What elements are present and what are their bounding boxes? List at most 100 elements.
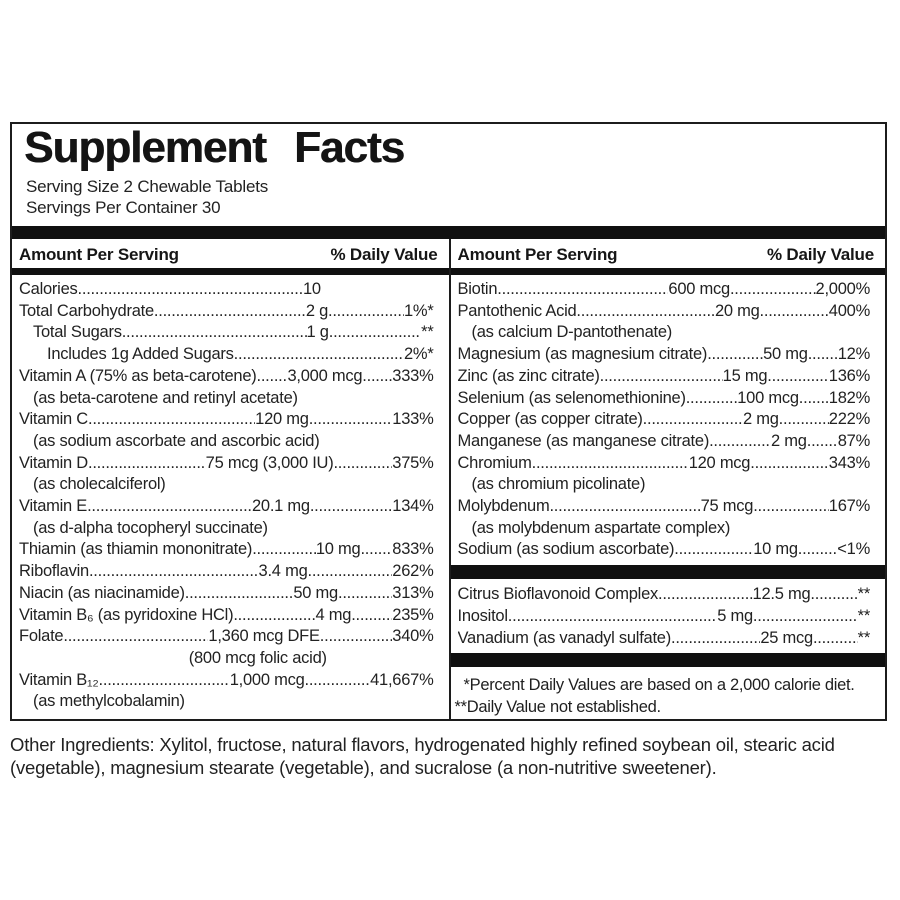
nutrient-source-note: (as beta-carotene and retinyl acetate)	[33, 388, 298, 407]
nutrient-row: Folate..................................…	[12, 626, 449, 648]
nutrient-daily-value: **	[857, 606, 871, 625]
nutrient-amount: 2 mg	[771, 431, 807, 450]
nutrient-row: Includes 1g Added Sugars................…	[12, 344, 449, 366]
header-underline-bar	[12, 268, 449, 275]
nutrient-amount: 3.4 mg	[258, 562, 308, 581]
nutrient-amount: 20.1 mg	[251, 497, 310, 516]
left-column-header: Amount Per Serving % Daily Value	[12, 239, 449, 268]
dot-leader: ........................................…	[307, 562, 393, 581]
dot-leader: ........................................…	[759, 301, 829, 320]
nutrient-amount: 75 mcg (3,000 IU)	[205, 453, 334, 472]
header-underline-bar	[450, 268, 885, 275]
nutrient-amount: 50 mg	[293, 583, 338, 602]
nutrient-source-note: (as molybdenum aspartate complex)	[471, 518, 731, 537]
nutrient-daily-value: 313%	[392, 583, 434, 602]
dot-leader: ........................................…	[328, 301, 404, 320]
nutrient-daily-value: **	[421, 323, 434, 342]
dot-leader: ........................................…	[531, 453, 689, 472]
nutrient-name: Sodium (as sodium ascorbate)	[457, 540, 675, 559]
dot-leader: ........................................…	[658, 585, 753, 604]
nutrient-row: Calories................................…	[12, 279, 449, 301]
nutrient-amount: 75 mcg	[700, 497, 754, 516]
dot-leader: ........................................…	[685, 388, 738, 407]
nutrient-daily-value: 182%	[828, 388, 870, 407]
nutrient-row: Citrus Bioflavonoid Complex.............…	[451, 584, 886, 606]
nutrient-name: Molybdenum	[457, 497, 550, 516]
nutrient-amount: 1,000 mcg	[229, 670, 305, 689]
nutrient-daily-value: <1%	[837, 540, 870, 559]
nutrient-row: Riboflavin..............................…	[12, 561, 449, 583]
dot-leader: ........................................…	[810, 585, 857, 604]
nutrient-row: Vanadium (as vanadyl sulfate)...........…	[451, 628, 886, 650]
nutrient-daily-value: 41,667%	[370, 670, 434, 689]
nutrient-amount: 2 g	[305, 301, 329, 320]
nutrient-row: Inositol................................…	[451, 606, 886, 628]
panel-title: Supplement Facts	[24, 123, 405, 172]
dot-leader: ........................................…	[328, 323, 421, 342]
dot-leader: ........................................…	[753, 497, 829, 516]
dot-leader: ........................................…	[87, 453, 206, 472]
nutrient-row: Biotin..................................…	[451, 279, 886, 301]
nutrient-amount: 100 mcg	[737, 388, 799, 407]
nutrient-name: Vitamin D	[19, 453, 88, 472]
nutrient-amount: 25 mcg	[760, 628, 813, 647]
nutrient-row: Vitamin C...............................…	[12, 409, 449, 431]
dot-leader: ........................................…	[767, 366, 829, 385]
dot-leader: ........................................…	[87, 497, 252, 516]
nutrient-name: Vitamin E	[19, 497, 88, 516]
footnotes: *Percent Daily Values are based on a 2,0…	[451, 675, 886, 718]
nutrient-row: Sodium (as sodium ascorbate)............…	[451, 539, 886, 561]
dot-leader: ........................................…	[674, 540, 754, 559]
nutrient-daily-value: 222%	[828, 410, 870, 429]
nutrient-amount: 600 mcg	[668, 280, 730, 298]
nutrient-row: Manganese (as manganese citrate)........…	[451, 431, 886, 453]
dot-leader: ........................................…	[333, 453, 392, 472]
nutrient-source-note: (as sodium ascorbate and ascorbic acid)	[33, 431, 320, 450]
daily-value-label: % Daily Value	[330, 245, 438, 264]
nutrient-source-note: (as chromium picolinate)	[471, 475, 646, 494]
dot-leader: ........................................…	[806, 431, 838, 450]
nutrient-amount: 10	[302, 280, 321, 298]
nutrient-name: Magnesium (as magnesium citrate)	[457, 345, 708, 364]
nutrient-daily-value: 235%	[392, 605, 434, 624]
nutrient-daily-value: 340%	[392, 627, 434, 646]
dot-leader: ........................................…	[497, 280, 669, 298]
nutrient-daily-value: 2%*	[403, 345, 434, 364]
dot-leader: ........................................…	[351, 605, 393, 624]
nutrient-amount: 1,360 mcg DFE	[208, 627, 320, 646]
nutrient-daily-value: 333%	[392, 366, 434, 385]
nutrient-source-note: (800 mcg folic acid)	[188, 648, 327, 667]
nutrient-daily-value: 136%	[828, 366, 870, 385]
nutrient-source-note: (as calcium D-pantothenate)	[471, 323, 673, 342]
nutrient-name: Vanadium (as vanadyl sulfate)	[457, 628, 671, 647]
dot-leader: ........................................…	[360, 540, 392, 559]
nutrient-amount: 2 mg	[742, 410, 779, 429]
dot-leader: ........................................…	[599, 366, 723, 385]
right-column: Amount Per Serving % Daily Value Biotin.…	[448, 239, 886, 719]
nutrient-name: Calories	[19, 280, 78, 298]
nutrient-row: Vitamin B₆ (as pyridoxine HCl)..........…	[12, 605, 449, 627]
footnote-dv-basis: *Percent Daily Values are based on a 2,0…	[463, 676, 855, 695]
daily-value-label: % Daily Value	[766, 245, 874, 264]
dot-leader: ........................................…	[233, 605, 316, 624]
nutrient-amount: 5 mg	[717, 606, 753, 625]
nutrient-name: Biotin	[457, 280, 498, 298]
dot-leader: ........................................…	[362, 366, 393, 385]
dot-leader: ........................................…	[319, 627, 393, 646]
nutrient-name: Inositol	[457, 606, 508, 625]
nutrient-amount: 4 mg	[315, 605, 352, 624]
dot-leader: ........................................…	[549, 497, 701, 516]
dot-leader: ........................................…	[87, 410, 256, 429]
dot-leader: ........................................…	[670, 628, 760, 647]
nutrient-amount: 12.5 mg	[752, 585, 811, 604]
nutrient-row: Vitamin B₁₂.............................…	[12, 670, 449, 692]
supplement-facts-panel: Supplement Facts Serving Size 2 Chewable…	[10, 122, 887, 721]
nutrient-name: Vitamin B₁₂	[19, 670, 99, 689]
other-ingredients: Other Ingredients: Xylitol, fructose, na…	[10, 734, 835, 778]
dot-leader: ........................................…	[121, 323, 307, 342]
dot-leader: ........................................…	[507, 606, 717, 625]
nutrient-row: Vitamin A (75% as beta-carotene)........…	[12, 366, 449, 388]
nutrient-row: Zinc (as zinc citrate)..................…	[451, 366, 886, 388]
dot-leader: ........................................…	[77, 280, 303, 298]
nutrient-name: Zinc (as zinc citrate)	[457, 366, 600, 385]
